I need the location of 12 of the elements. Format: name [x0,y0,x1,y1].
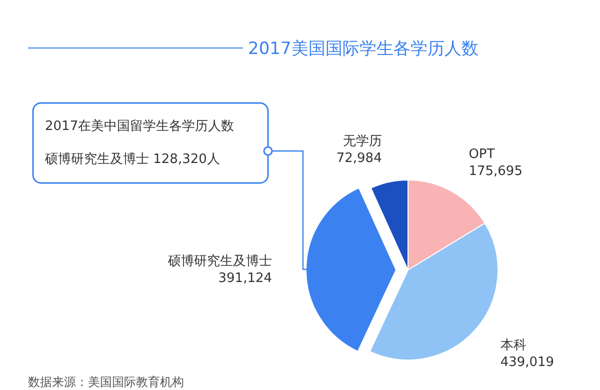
slice-label: 本科 [500,338,526,353]
data-label: 72,984 [336,150,382,166]
data-label: 175,695 [468,164,522,179]
data-label: 391,124 [218,271,272,286]
chart-title: 2017美国国际学生各学历人数 [248,39,478,59]
slice-label: 硕博研究生及博士 [167,254,272,270]
text: 2017在美中国留学生各学历人数 [45,118,234,134]
data-label: 439,019 [500,354,554,370]
slice-label: OPT [468,146,495,162]
source-note: 数据来源：美国国际教育机构 [28,375,184,389]
text: 硕博研究生及博士 128,320人 [44,152,220,167]
slice-label: 无学历 [342,134,382,149]
